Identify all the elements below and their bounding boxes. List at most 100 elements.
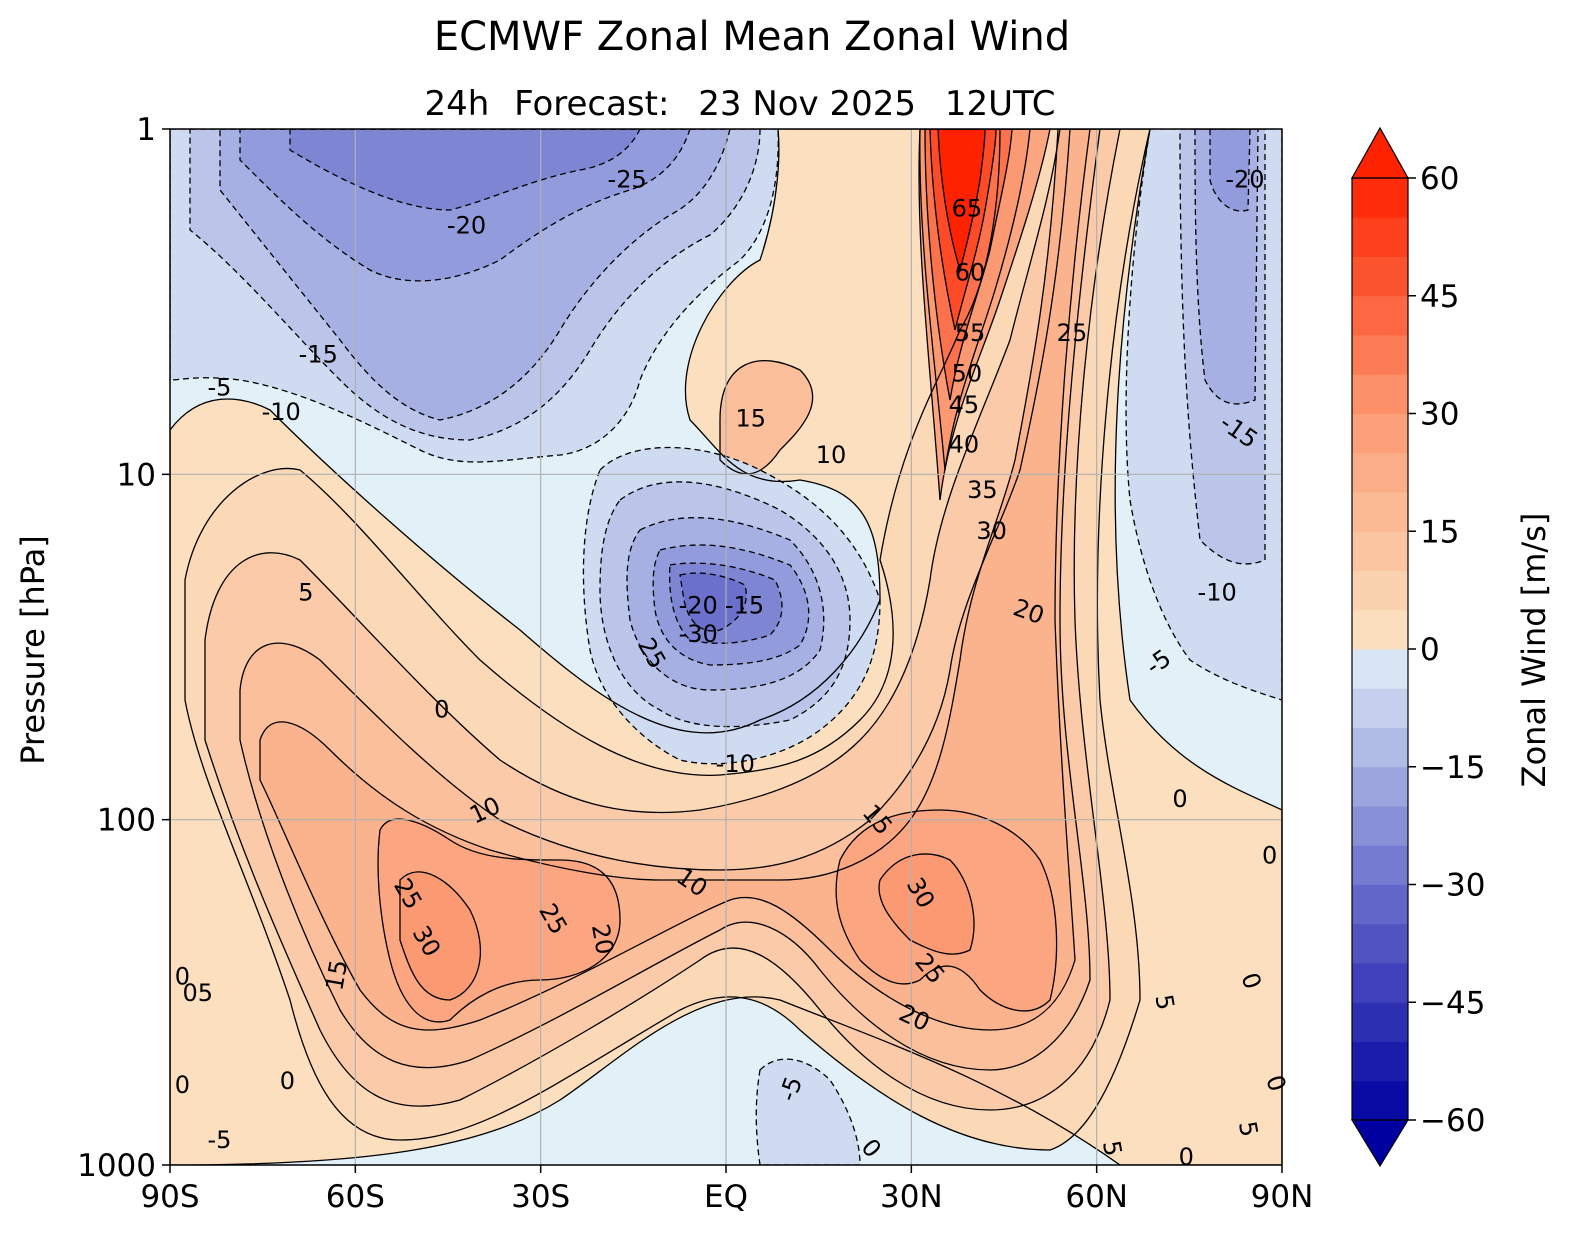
x-tick-label: 30S xyxy=(511,1179,570,1215)
colorbar-tick-label: −60 xyxy=(1420,1103,1485,1139)
contour-line xyxy=(599,481,851,728)
contour-line xyxy=(919,129,1031,471)
subtitle-lead: 24h xyxy=(424,84,489,124)
contour-line xyxy=(582,446,881,765)
contour-line xyxy=(184,129,1151,1151)
colorbar-segment xyxy=(1352,178,1408,218)
contour-fill-region xyxy=(680,573,747,631)
contour-label: 35 xyxy=(967,476,998,504)
colorbar-tick-label: 0 xyxy=(1420,632,1440,668)
x-axis: 90S 60S 30S EQ 30N 60N 90N xyxy=(140,1165,1313,1215)
colorbar-segment xyxy=(1352,1080,1408,1121)
colorbar-segment xyxy=(1352,413,1408,454)
contour-label: 0 xyxy=(434,696,449,724)
contour-line xyxy=(937,129,986,273)
contour-line xyxy=(652,544,810,666)
contour-line xyxy=(878,853,975,955)
contour-line xyxy=(239,129,691,282)
colorbar-segment xyxy=(1352,884,1408,925)
contour-fill-region xyxy=(756,1059,860,1165)
subtitle-label: Forecast: xyxy=(514,84,669,124)
colorbar-segment xyxy=(1352,1041,1408,1082)
contour-fill-region xyxy=(720,360,813,474)
contour-label: 0 xyxy=(175,1071,190,1099)
colorbar-segment xyxy=(1352,374,1408,414)
contour-label: 20 xyxy=(586,922,619,957)
contour-line xyxy=(1194,129,1259,405)
colorbar-tick-label: 60 xyxy=(1420,161,1459,197)
contour-line xyxy=(755,1058,861,1165)
subtitle-time: 12UTC xyxy=(945,84,1056,124)
contour-label: -10 xyxy=(716,750,755,778)
contour-label: 5 xyxy=(1097,1138,1127,1158)
contour-label: -15 xyxy=(725,592,764,620)
colorbar-segment xyxy=(1352,217,1408,257)
contour-label: 40 xyxy=(949,431,980,459)
contour-line xyxy=(259,129,1091,1031)
contour-line xyxy=(204,129,1121,1111)
grid-lines xyxy=(170,129,1282,1165)
contour-fill-region xyxy=(290,129,640,210)
contour-lines xyxy=(170,129,1282,1165)
colorbar-tick-label: 30 xyxy=(1420,397,1459,433)
colorbar-segment xyxy=(1352,492,1408,532)
subtitle-date: 23 Nov 2025 xyxy=(698,84,916,124)
colorbar-segment xyxy=(1352,452,1408,493)
colorbar-segment xyxy=(1352,256,1408,297)
contour-label: 5 xyxy=(1150,992,1180,1012)
contour-line xyxy=(239,129,1101,1071)
contour-line xyxy=(1125,129,1282,701)
contour-label: -30 xyxy=(679,620,718,648)
colorbar-extend-bottom xyxy=(1350,1119,1410,1168)
contour-line xyxy=(377,818,621,1023)
colorbar-segment xyxy=(1352,688,1408,728)
contour-label: 10 xyxy=(816,441,847,469)
colorbar-tick-label: −45 xyxy=(1420,985,1485,1021)
contour-line xyxy=(918,129,1051,501)
colorbar-extend-top xyxy=(1350,126,1410,179)
contour-line xyxy=(924,129,1013,401)
x-tick-label: 90S xyxy=(140,1179,199,1215)
colorbar-tick-label: −30 xyxy=(1420,868,1485,904)
contour-line xyxy=(399,871,482,1001)
y-axis: 1 10 100 1000 xyxy=(77,112,170,1184)
colorbar-segment xyxy=(1352,806,1408,846)
contour-label: 05 xyxy=(183,979,214,1007)
contour-label: 5 xyxy=(1233,1119,1263,1139)
chart-title: ECMWF Zonal Mean Zonal Wind xyxy=(434,14,1070,60)
contour-label: 30 xyxy=(976,517,1007,545)
y-axis-label: Pressure [hPa] xyxy=(14,535,52,765)
contour-label: -15 xyxy=(299,341,338,369)
y-tick-label: 10 xyxy=(117,457,156,493)
contour-line xyxy=(289,129,641,211)
contour-label: 5 xyxy=(298,579,313,607)
colorbar-tick-label: 45 xyxy=(1420,279,1459,315)
contour-label: 45 xyxy=(949,391,980,419)
y-tick-label: 1000 xyxy=(77,1148,156,1184)
contour-line xyxy=(189,129,761,441)
contour-line xyxy=(669,562,783,644)
colorbar-tick-label: −15 xyxy=(1420,750,1485,786)
contour-fill-region xyxy=(400,871,481,1000)
colorbar: 60 45 30 15 0 −15 −30 −45 −60 xyxy=(1350,126,1485,1168)
colorbar-segment xyxy=(1352,649,1408,689)
contour-label: 0 xyxy=(1262,842,1277,870)
colorbar-segment xyxy=(1352,1002,1408,1042)
chart-subtitle: 24h Forecast: 23 Nov 2025 12UTC xyxy=(424,84,1055,124)
contour-label: 15 xyxy=(320,958,353,993)
colorbar-segment xyxy=(1352,727,1408,768)
colorbar-tick-label: 15 xyxy=(1420,514,1459,550)
contour-label: 55 xyxy=(955,319,986,347)
contour-line xyxy=(170,129,779,463)
colorbar-segment xyxy=(1352,963,1408,1003)
contour-line xyxy=(626,517,825,691)
contour-label: 50 xyxy=(952,359,983,387)
colorbar-segment xyxy=(1352,531,1408,571)
y-tick-label: 100 xyxy=(97,803,156,839)
contour-label: 0 xyxy=(1172,785,1187,813)
contour-line xyxy=(1209,129,1251,212)
contour-fill-region xyxy=(938,129,985,270)
contour-label: -25 xyxy=(608,165,647,193)
contour-label: 0 xyxy=(175,963,190,991)
